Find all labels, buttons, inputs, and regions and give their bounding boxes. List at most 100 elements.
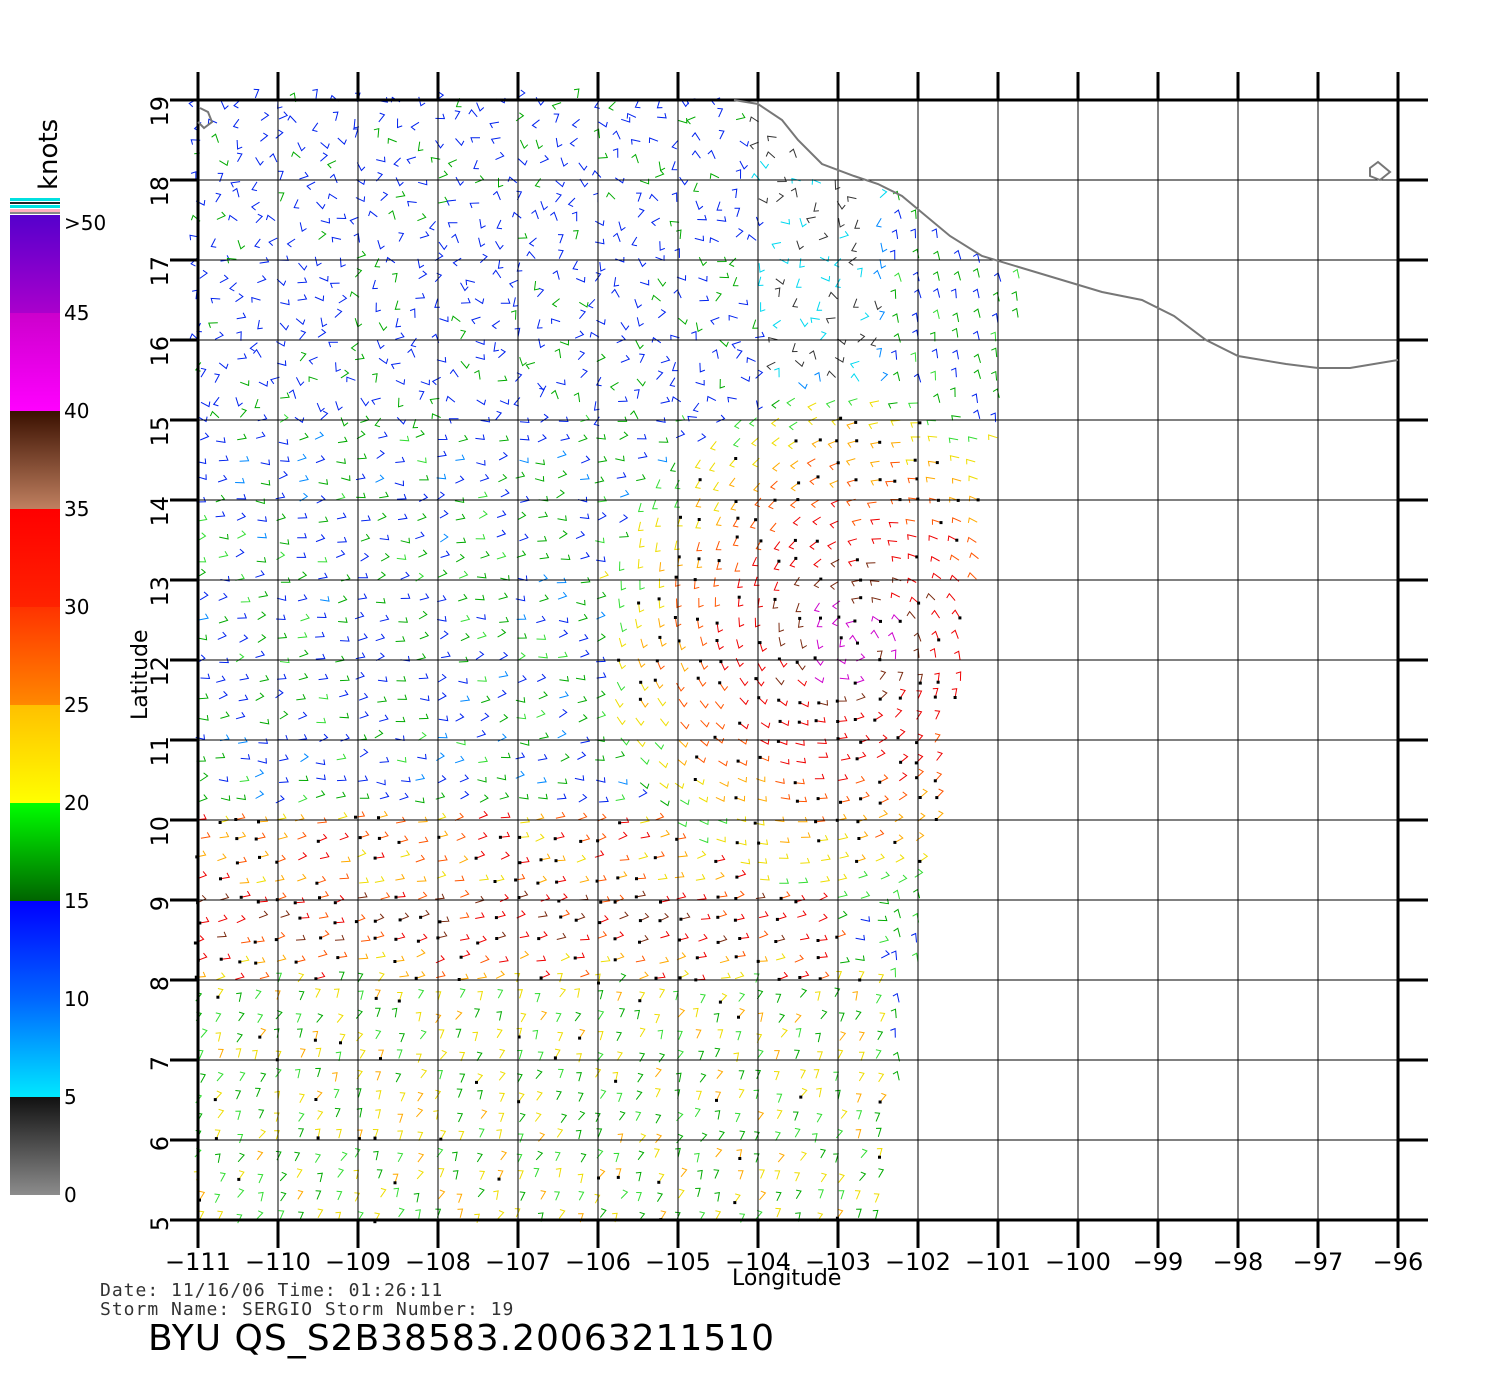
- wind-barb: [533, 280, 540, 291]
- wind-barb: [500, 752, 511, 759]
- rain-flag: [275, 860, 279, 864]
- wind-barb: [696, 558, 703, 569]
- wind-barb: [236, 915, 246, 924]
- wind-barb: [774, 287, 781, 298]
- wind-barb: [220, 872, 231, 880]
- wind-barb: [898, 874, 908, 884]
- rain-flag: [439, 1137, 443, 1141]
- wind-barb: [697, 1169, 703, 1180]
- wind-barb: [255, 213, 264, 224]
- wind-barb: [375, 852, 385, 859]
- wind-barb: [639, 1027, 646, 1038]
- wind-barb: [200, 367, 207, 378]
- wind-barb: [197, 894, 207, 904]
- wind-barb: [319, 852, 330, 860]
- wind-barb: [216, 211, 226, 220]
- wind-barb: [298, 673, 309, 681]
- wind-barb: [393, 157, 401, 167]
- rain-flag: [397, 840, 401, 844]
- wind-barb: [395, 891, 406, 898]
- wind-barb: [398, 617, 408, 623]
- wind-barb: [374, 258, 381, 268]
- rain-flag: [219, 877, 222, 881]
- wind-barb: [925, 592, 936, 601]
- rain-flag: [397, 999, 401, 1003]
- wind-barb: [637, 521, 644, 532]
- wind-barb: [214, 1129, 221, 1139]
- wind-barb: [580, 969, 590, 978]
- wind-barb: [554, 1048, 561, 1059]
- wind-barb: [608, 101, 616, 111]
- wind-barb: [197, 1049, 204, 1060]
- wind-barb: [695, 519, 701, 529]
- rain-flag: [696, 676, 700, 680]
- wind-barb: [297, 294, 308, 301]
- wind-barb: [360, 533, 371, 542]
- rain-flag: [358, 836, 362, 840]
- wind-barb: [575, 530, 586, 540]
- wind-barb: [375, 474, 385, 483]
- x-tick-label: −105: [645, 1248, 711, 1276]
- wind-barb: [499, 435, 509, 442]
- wind-barb: [375, 1007, 381, 1017]
- wind-barb: [279, 1171, 288, 1182]
- wind-barb: [879, 259, 887, 269]
- rain-flag: [794, 556, 798, 560]
- wind-barb: [399, 912, 410, 921]
- wind-barb: [730, 501, 737, 511]
- rain-flag: [398, 918, 402, 922]
- wind-barb: [933, 250, 941, 261]
- wind-barb: [949, 496, 959, 503]
- wind-barb: [335, 362, 341, 373]
- wind-barb: [620, 322, 630, 331]
- wind-barb: [634, 389, 640, 399]
- wind-barb: [595, 755, 605, 761]
- wind-barb: [992, 291, 1000, 302]
- wind-barb: [314, 1153, 321, 1163]
- wind-barb: [417, 213, 427, 222]
- wind-barb: [699, 295, 710, 302]
- wind-barb: [417, 513, 427, 521]
- wind-barb: [428, 220, 436, 231]
- wind-barb: [214, 1090, 223, 1100]
- wind-barb: [197, 532, 207, 542]
- wind-barb: [456, 1088, 463, 1098]
- wind-barb: [655, 972, 666, 979]
- wind-barb: [556, 489, 565, 499]
- wind-barb: [775, 1191, 782, 1202]
- wind-barb: [216, 675, 226, 683]
- wind-barb: [475, 594, 485, 601]
- wind-barb: [299, 649, 309, 658]
- wind-barb: [374, 876, 385, 883]
- wind-barb: [415, 1209, 421, 1219]
- wind-barb: [449, 368, 459, 378]
- wind-barb: [395, 456, 406, 463]
- wind-barb: [715, 722, 726, 730]
- wind-barb: [746, 357, 756, 363]
- wind-barb: [534, 476, 545, 482]
- colorbar-tick-label: 30: [64, 595, 90, 619]
- rain-flag: [913, 458, 917, 462]
- wind-barb: [560, 909, 571, 918]
- wind-barb: [535, 833, 545, 842]
- wind-barb: [554, 348, 562, 359]
- wind-barb: [778, 622, 785, 633]
- wind-barb: [834, 987, 841, 998]
- wind-barb: [660, 718, 670, 727]
- wind-barb: [820, 1148, 826, 1159]
- rain-flag: [696, 617, 699, 621]
- wind-barb: [361, 515, 371, 522]
- wind-barb: [549, 211, 558, 221]
- wind-barb: [755, 540, 762, 551]
- wind-barb: [778, 658, 788, 668]
- wind-barb: [595, 777, 606, 783]
- wind-barb: [619, 911, 629, 920]
- wind-barb: [640, 831, 651, 839]
- wind-barb: [856, 692, 866, 701]
- wind-barb: [516, 190, 523, 201]
- wind-barb: [316, 1110, 324, 1120]
- wind-barb: [456, 1193, 463, 1203]
- wind-barb: [199, 715, 209, 721]
- wind-barb: [335, 401, 343, 411]
- wind-barb: [279, 414, 289, 423]
